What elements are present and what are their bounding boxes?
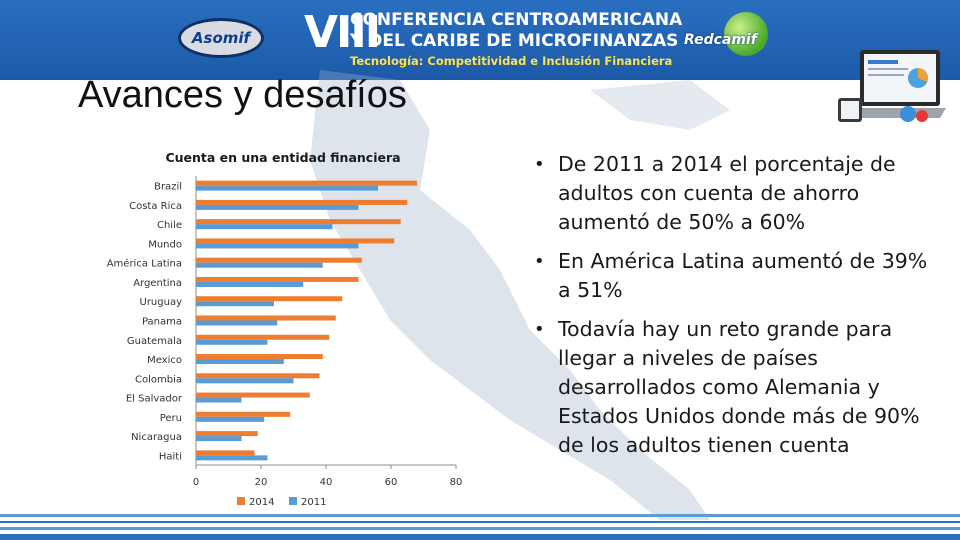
conference-title: CONFERENCIA CENTROAMERICANA Y DEL CARIBE… xyxy=(350,10,682,52)
bar-2011 xyxy=(196,243,359,249)
x-tick-label: 20 xyxy=(255,477,268,488)
legend-label: 2011 xyxy=(301,497,326,508)
footer-divider xyxy=(0,514,960,540)
bar-2014 xyxy=(196,219,401,225)
header-banner: Asomif VIII CONFERENCIA CENTROAMERICANA … xyxy=(0,0,960,80)
y-tick-label: El Salvador xyxy=(126,394,183,405)
legend-swatch xyxy=(237,497,245,505)
bar-2011 xyxy=(196,320,278,326)
bar-2014 xyxy=(196,373,320,379)
legend-swatch xyxy=(289,497,297,505)
y-tick-label: América Latina xyxy=(107,258,182,270)
bullet-item: Todavía hay un reto grande para llegar a… xyxy=(530,315,940,460)
x-tick-label: 40 xyxy=(320,477,333,488)
x-tick-label: 0 xyxy=(193,477,199,488)
bar-2011 xyxy=(196,455,268,461)
bar-2014 xyxy=(196,334,330,340)
bar-2014 xyxy=(196,180,417,186)
bar-2011 xyxy=(196,224,333,230)
asomif-logo-text: Asomif xyxy=(191,29,251,47)
y-tick-label: Mexico xyxy=(147,355,182,366)
bar-2011 xyxy=(196,378,294,384)
bar-2011 xyxy=(196,281,304,287)
x-tick-label: 60 xyxy=(385,477,398,488)
redcamif-logo-text: Redcamif xyxy=(684,32,757,48)
bar-2011 xyxy=(196,204,359,210)
bullet-item: De 2011 a 2014 el porcentaje de adultos … xyxy=(530,150,940,237)
y-tick-label: Uruguay xyxy=(140,297,183,308)
bar-2014 xyxy=(196,411,291,417)
y-tick-label: Haiti xyxy=(159,451,182,462)
bar-2014 xyxy=(196,450,255,456)
y-tick-label: Peru xyxy=(160,413,182,424)
bar-2011 xyxy=(196,262,323,268)
x-tick-label: 80 xyxy=(450,477,463,488)
y-tick-label: Guatemala xyxy=(127,336,182,347)
conference-title-line1: CONFERENCIA CENTROAMERICANA xyxy=(350,10,683,30)
bar-2011 xyxy=(196,397,242,403)
bullet-list: De 2011 a 2014 el porcentaje de adultos … xyxy=(530,150,940,470)
y-tick-label: Panama xyxy=(142,317,182,328)
bar-2011 xyxy=(196,185,378,191)
bar-2014 xyxy=(196,238,395,244)
bar-2011 xyxy=(196,339,268,345)
conference-title-line2: Y DEL CARIBE DE MICROFINANZAS xyxy=(350,31,679,51)
bar-2014 xyxy=(196,276,359,282)
legend-label: 2014 xyxy=(249,497,274,508)
bar-2011 xyxy=(196,359,284,365)
bar-2014 xyxy=(196,315,336,321)
page-title: Avances y desafíos xyxy=(78,74,407,116)
conference-subtitle: Tecnología: Competitividad e Inclusión F… xyxy=(350,54,673,68)
y-tick-label: Nicaragua xyxy=(131,432,182,443)
y-tick-label: Costa Rica xyxy=(129,201,182,212)
chart-title: Cuenta en una entidad financiera xyxy=(165,150,401,165)
bar-2014 xyxy=(196,296,343,302)
y-tick-label: Colombia xyxy=(135,374,182,385)
y-tick-label: Brazil xyxy=(154,182,182,193)
bar-2014 xyxy=(196,392,310,398)
bar-2011 xyxy=(196,416,265,422)
y-tick-label: Mundo xyxy=(148,239,182,250)
bar-2014 xyxy=(196,354,323,360)
bar-2014 xyxy=(196,431,258,437)
bar-2011 xyxy=(196,436,242,442)
bullet-item: En América Latina aumentó de 39% a 51% xyxy=(530,247,940,305)
globe-icon xyxy=(724,12,768,56)
asomif-logo: Asomif xyxy=(178,18,264,58)
bar-2011 xyxy=(196,301,274,307)
conference-number: VIII xyxy=(304,7,381,58)
y-tick-label: Argentina xyxy=(133,278,182,289)
laptop-icon xyxy=(838,50,946,122)
y-tick-label: Chile xyxy=(157,220,182,231)
redcamif-logo: Redcamif xyxy=(684,12,784,66)
bar-2014 xyxy=(196,199,408,205)
bar-2014 xyxy=(196,257,362,263)
